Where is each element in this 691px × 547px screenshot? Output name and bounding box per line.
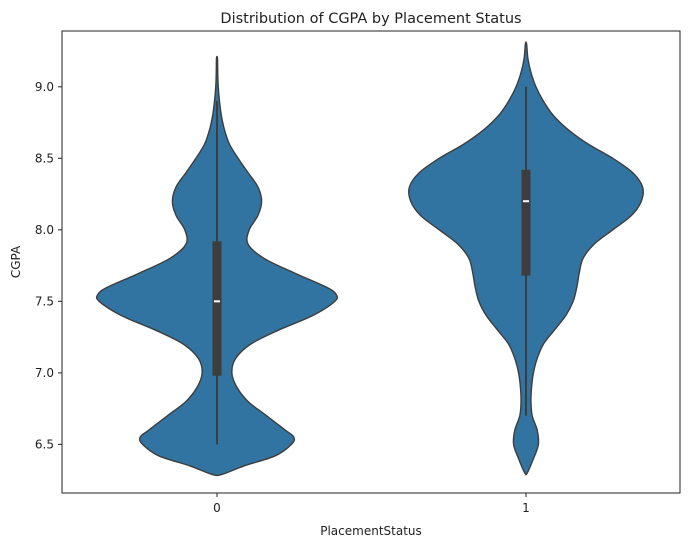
y-tick-label: 6.5 (35, 437, 54, 451)
violin-iqr-box-1 (521, 169, 531, 276)
violin-iqr-box-0 (212, 241, 222, 376)
y-tick-label: 9.0 (35, 80, 54, 94)
y-tick-label: 8.5 (35, 151, 54, 165)
chart-title: Distribution of CGPA by Placement Status (220, 11, 521, 27)
y-tick-label: 8.0 (35, 223, 54, 237)
x-tick-label: 0 (213, 501, 221, 515)
x-tick-label: 1 (522, 501, 530, 515)
x-axis-label: PlacementStatus (320, 524, 422, 538)
plot-area (95, 41, 644, 477)
plot-frame (61, 30, 681, 494)
y-axis-label: CGPA (9, 245, 23, 278)
y-axis: 6.5 7.0 7.5 8.0 8.5 9.0 (35, 80, 62, 451)
y-tick-label: 7.5 (35, 294, 54, 308)
y-tick-label: 7.0 (35, 366, 54, 380)
